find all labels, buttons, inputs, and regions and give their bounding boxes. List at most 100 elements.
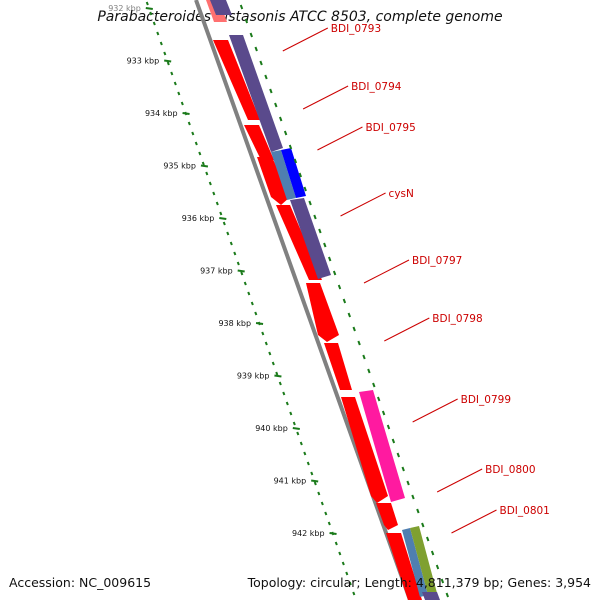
ruler-dot xyxy=(278,381,282,386)
outer-tick xyxy=(332,270,337,276)
gene-label[interactable]: BDI_0795 xyxy=(365,122,415,134)
feature-olive[interactable] xyxy=(410,526,437,595)
outer-tick xyxy=(318,228,322,234)
outer-tick xyxy=(430,550,435,556)
ruler-dot xyxy=(334,541,338,546)
ruler-dot xyxy=(310,471,314,476)
ruler-dot xyxy=(348,581,352,586)
cds-feature[interactable] xyxy=(386,533,422,600)
kbp-major-tick xyxy=(311,479,319,483)
ruler-dot xyxy=(208,181,212,186)
ruler-dot xyxy=(341,561,345,566)
ruler-dot xyxy=(289,411,293,416)
outer-tick xyxy=(440,578,445,584)
gene-label[interactable]: BDI_0797 xyxy=(412,255,462,267)
gene-label[interactable]: cysN xyxy=(389,188,414,200)
outer-tick xyxy=(372,382,376,388)
cds-feature[interactable] xyxy=(244,125,274,160)
kbp-tick-label: 934 kbp xyxy=(145,109,178,118)
cds-feature[interactable] xyxy=(213,40,260,120)
gene-label[interactable]: BDI_0793 xyxy=(331,23,381,35)
ruler-dot xyxy=(236,261,240,266)
ruler-dot xyxy=(219,211,223,216)
ruler-dot xyxy=(292,421,296,426)
lane-outer xyxy=(210,0,440,600)
genome-backbone xyxy=(194,0,412,600)
ruler-dot xyxy=(285,401,289,406)
ruler-dot xyxy=(268,351,272,356)
feature-steelblue[interactable] xyxy=(271,150,296,200)
ruler-dot xyxy=(313,481,317,486)
ruler-dot xyxy=(233,251,237,256)
kbp-major-tick xyxy=(329,532,337,535)
gene-label[interactable]: BDI_0794 xyxy=(351,81,402,93)
cds-feature[interactable] xyxy=(306,283,339,342)
feature-magenta[interactable] xyxy=(359,390,405,502)
gene-leader-line xyxy=(340,192,386,217)
ruler-dot xyxy=(324,511,328,516)
feature-purple[interactable] xyxy=(229,35,283,152)
ruler-dot xyxy=(156,31,160,36)
outer-tick xyxy=(239,4,244,10)
ruler-dot xyxy=(215,201,219,206)
outer-tick xyxy=(416,508,420,514)
gene-leader-line xyxy=(412,398,458,423)
kbp-major-tick xyxy=(200,164,209,168)
kbp-tick-label: 941 kbp xyxy=(274,477,307,486)
gene-leader-line xyxy=(302,85,349,110)
cds-feature[interactable] xyxy=(341,397,388,503)
outer-tick xyxy=(298,172,302,178)
ruler-dot xyxy=(317,491,321,496)
cds-feature[interactable] xyxy=(257,157,290,205)
outer-tick xyxy=(303,186,307,192)
outer-tick xyxy=(421,522,425,528)
ruler-dot xyxy=(173,81,177,86)
cds-feature[interactable] xyxy=(376,503,398,530)
kbp-tick-label: 933 kbp xyxy=(127,57,160,66)
outer-tick xyxy=(328,256,332,262)
ruler-dot xyxy=(177,91,181,96)
gene-leader-line xyxy=(436,468,483,493)
ruler-dot xyxy=(306,461,310,466)
outer-tick xyxy=(352,326,356,332)
ruler-dot xyxy=(247,291,251,296)
cds-feature[interactable] xyxy=(276,205,322,280)
kbp-tick-label: 942 kbp xyxy=(292,529,325,538)
cds-feature[interactable] xyxy=(324,343,352,390)
outer-tick xyxy=(411,494,415,500)
feature-purple[interactable] xyxy=(422,592,440,600)
feature-steelblue[interactable] xyxy=(402,528,428,597)
gene-label[interactable]: BDI_0800 xyxy=(485,464,535,476)
kbp-major-tick xyxy=(274,374,282,378)
feature-blue[interactable] xyxy=(281,148,306,198)
feature-purple[interactable] xyxy=(210,0,232,15)
gene-label[interactable]: BDI_0801 xyxy=(500,505,550,517)
ruler-dot xyxy=(250,301,254,306)
ruler-dot xyxy=(243,281,247,286)
ruler-dot xyxy=(303,451,307,456)
ruler-dot xyxy=(194,141,198,146)
outer-tick xyxy=(254,46,258,52)
feature-purple[interactable] xyxy=(290,198,331,279)
outer-tick xyxy=(362,354,366,360)
ruler-dot xyxy=(275,371,279,376)
ruler-dot xyxy=(229,241,233,246)
outer-tick xyxy=(386,424,391,430)
ruler-dot xyxy=(296,431,300,436)
outer-tick xyxy=(308,200,312,206)
outer-tick xyxy=(396,452,400,458)
ruler-dot xyxy=(254,311,258,316)
kbp-major-tick xyxy=(164,59,172,63)
outer-tick xyxy=(381,410,386,416)
ruler-dot xyxy=(226,231,230,236)
ruler-dot xyxy=(299,441,303,446)
gene-label[interactable]: BDI_0798 xyxy=(432,313,482,325)
outer-tick xyxy=(406,480,410,486)
gene-label[interactable]: BDI_0799 xyxy=(461,394,511,406)
ruler-dot xyxy=(271,361,275,366)
kbp-major-tick xyxy=(182,112,190,115)
ruler-dot xyxy=(240,271,244,276)
gene-leader-line xyxy=(363,259,410,284)
ruler-dot xyxy=(198,151,202,156)
ruler-dot xyxy=(205,171,209,176)
